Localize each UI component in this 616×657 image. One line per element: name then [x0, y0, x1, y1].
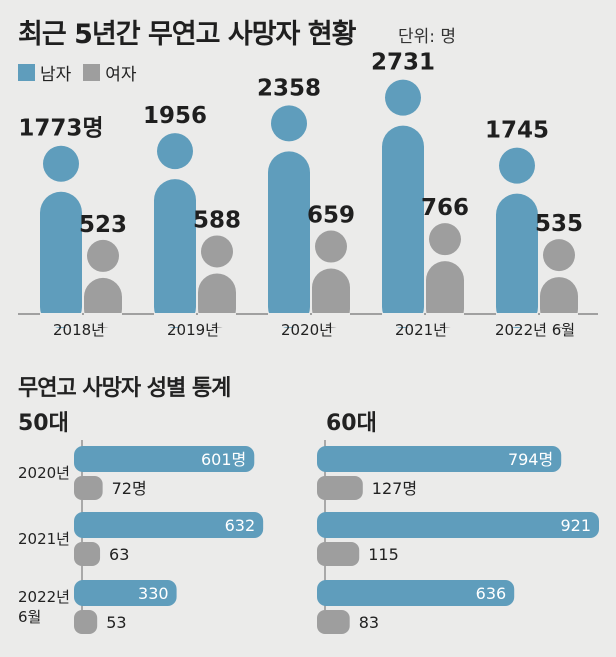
group-60s-bar-male-2022년 6월 — [317, 580, 515, 606]
group-50s-value-label-female-2021년: 63 — [109, 545, 129, 564]
bar-female-base-2022년 6월 — [540, 313, 578, 327]
group-60s-value-label-female-2021년: 115 — [368, 545, 399, 564]
bar-female-2021년 — [426, 261, 464, 328]
group-50s-value-label-male-2020년: 601명 — [201, 450, 246, 469]
group-60s-bar-female-2021년 — [317, 542, 360, 566]
head-female-2020년 — [315, 230, 347, 263]
value-label-male-2020년: 2358 — [257, 75, 321, 101]
bar-female-base-2021년 — [426, 313, 464, 327]
unit-label: 단위: 명 — [398, 27, 457, 47]
head-male-2020년 — [271, 105, 307, 142]
bar-male-2022년 6월 — [496, 193, 538, 328]
head-male-2022년 6월 — [499, 147, 535, 184]
head-female-2021년 — [429, 223, 461, 256]
section-title: 무연고 사망자 성별 통계 — [18, 376, 231, 401]
head-male-2019년 — [157, 133, 193, 170]
row-label-2-1: 6월 — [18, 608, 41, 626]
head-female-2019년 — [201, 235, 233, 268]
head-female-2018년 — [87, 239, 119, 272]
bar-male-base-2022년 6월 — [496, 313, 538, 327]
group-title-60s: 60대 — [326, 411, 377, 436]
row-label-0-0: 2020년 — [18, 464, 70, 482]
bar-male-base-2018년 — [40, 313, 82, 327]
x-tick-label-2018년: 2018년 — [53, 321, 105, 339]
group-60s-value-label-female-2020년: 127명 — [372, 479, 417, 498]
bar-male-2018년 — [40, 191, 82, 328]
x-tick-label-2021년: 2021년 — [395, 321, 447, 339]
bar-female-base-2018년 — [84, 313, 122, 327]
legend-swatch-female — [83, 64, 101, 81]
group-60s-bar-female-2022년 6월 — [317, 610, 350, 634]
group-50s-bar-female-2021년 — [74, 542, 101, 566]
top-chart: 1773명 523 2018년 1956 588 2019년 2358 659 2020년 273… — [18, 50, 598, 339]
value-label-female-2020년: 659 — [307, 203, 355, 229]
value-label-female-2021년: 766 — [421, 195, 469, 221]
group-50s-bar-male-2021년 — [74, 512, 264, 538]
legend-label-female: 여자 — [105, 65, 137, 85]
group-60s-value-label-male-2022년 6월: 636 — [476, 584, 507, 603]
bar-male-base-2019년 — [154, 313, 196, 327]
head-male-2021년 — [385, 79, 421, 116]
group-60s-bar-male-2021년 — [317, 512, 599, 538]
group-60s-value-label-male-2021년: 921 — [560, 516, 591, 535]
group-50s-value-label-male-2021년: 632 — [225, 516, 256, 535]
group-50s-bar-female-2020년 — [74, 476, 103, 500]
bar-female-base-2020년 — [312, 313, 350, 327]
page-title: 최근 5년간 무연고 사망자 현황 — [18, 19, 356, 50]
bar-male-2021년 — [382, 125, 424, 328]
x-tick-label-2020년: 2020년 — [281, 321, 333, 339]
group-60s-value-label-female-2022년 6월: 83 — [359, 613, 379, 632]
group-title-50s: 50대 — [18, 411, 69, 436]
group-50s-value-label-female-2020년: 72명 — [112, 479, 147, 498]
legend-item-male: 남자 — [18, 60, 71, 85]
bar-male-2020년 — [268, 151, 310, 328]
row-label-1-0: 2021년 — [18, 530, 70, 548]
x-tick-label-2019년: 2019년 — [167, 321, 219, 339]
value-label-male-2021년: 2731 — [371, 50, 435, 76]
legend-swatch-male — [18, 64, 35, 81]
head-male-2018년 — [43, 145, 79, 182]
group-50s-value-label-male-2022년 6월: 330 — [138, 584, 169, 603]
value-label-female-2019년: 588 — [193, 207, 241, 233]
head-female-2022년 6월 — [543, 239, 575, 272]
legend-item-female: 여자 — [83, 60, 137, 85]
legend-label-male: 남자 — [40, 65, 72, 85]
bar-male-base-2020년 — [268, 313, 310, 327]
value-label-male-2019년: 1956 — [143, 103, 207, 129]
value-label-female-2022년 6월: 535 — [535, 211, 583, 237]
bar-male-base-2021년 — [382, 313, 424, 327]
bar-female-base-2019년 — [198, 313, 236, 327]
group-50s-bar-female-2022년 6월 — [74, 610, 98, 634]
group-60s-bar-female-2020년 — [317, 476, 363, 500]
value-label-female-2018년: 523 — [79, 212, 127, 238]
group-60s-bar-male-2020년 — [317, 446, 562, 472]
value-label-male-2018년: 1773명 — [18, 116, 103, 142]
bar-male-2019년 — [154, 179, 196, 328]
legend: 남자 여자 — [18, 60, 149, 85]
group-50s-bar-male-2020년 — [74, 446, 255, 472]
row-label-2-0: 2022년 — [18, 588, 70, 606]
group-50s-bar-male-2022년 6월 — [74, 580, 177, 606]
value-label-male-2022년 6월: 1745 — [485, 118, 549, 144]
group-50s-value-label-female-2022년 6월: 53 — [106, 613, 126, 632]
x-tick-label-2022년 6월: 2022년 6월 — [495, 321, 575, 339]
group-60s-value-label-male-2020년: 794명 — [508, 450, 553, 469]
